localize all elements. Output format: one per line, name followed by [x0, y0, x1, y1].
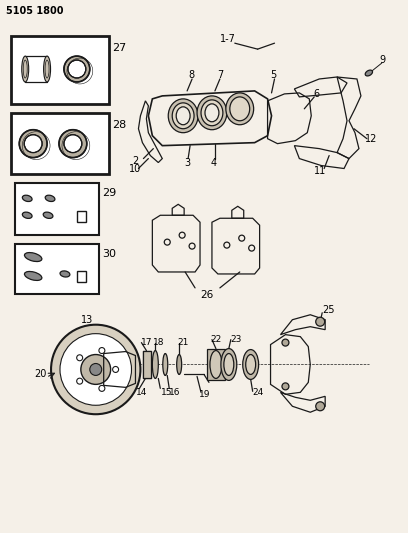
Ellipse shape [64, 135, 82, 152]
Text: 11: 11 [314, 166, 326, 175]
Ellipse shape [172, 103, 194, 129]
Text: 16: 16 [169, 388, 181, 397]
Ellipse shape [316, 402, 325, 411]
Ellipse shape [43, 212, 53, 219]
Text: 24: 24 [253, 388, 264, 397]
Ellipse shape [176, 107, 190, 125]
Ellipse shape [45, 195, 55, 201]
Ellipse shape [201, 100, 223, 126]
Text: 2: 2 [133, 156, 139, 166]
Text: 1-7: 1-7 [220, 34, 236, 44]
Text: 28: 28 [112, 120, 126, 130]
Ellipse shape [365, 70, 373, 76]
Ellipse shape [210, 351, 222, 378]
Ellipse shape [282, 383, 289, 390]
Text: 5105 1800: 5105 1800 [7, 6, 64, 17]
Text: 6: 6 [313, 89, 319, 99]
Bar [11, 36, 109, 104]
Text: 20: 20 [34, 369, 47, 379]
Bar [15, 183, 99, 235]
Ellipse shape [246, 354, 256, 375]
Ellipse shape [90, 364, 102, 375]
Text: 18: 18 [153, 338, 165, 347]
Ellipse shape [205, 104, 219, 122]
Ellipse shape [44, 56, 51, 82]
Text: 5: 5 [271, 70, 277, 80]
Text: 12: 12 [365, 134, 377, 144]
Ellipse shape [224, 353, 234, 375]
Ellipse shape [24, 135, 42, 152]
Text: 7: 7 [217, 70, 223, 80]
Ellipse shape [226, 93, 254, 125]
Bar [77, 211, 86, 222]
Ellipse shape [59, 130, 87, 158]
Text: 29: 29 [102, 188, 116, 198]
Ellipse shape [152, 351, 158, 378]
Ellipse shape [22, 56, 29, 82]
Text: 3: 3 [184, 158, 190, 167]
Bar [11, 113, 109, 174]
Text: 17: 17 [142, 338, 153, 347]
Ellipse shape [197, 96, 227, 130]
Ellipse shape [24, 271, 42, 280]
Text: 23: 23 [231, 335, 242, 344]
Ellipse shape [316, 317, 325, 326]
Text: 26: 26 [200, 290, 213, 300]
Bar [15, 244, 99, 294]
Text: 25: 25 [322, 305, 335, 315]
Ellipse shape [24, 253, 42, 262]
Text: 10: 10 [129, 164, 141, 174]
Ellipse shape [163, 353, 168, 375]
Text: 27: 27 [112, 43, 126, 53]
Text: 4: 4 [211, 158, 217, 167]
Text: 30: 30 [102, 249, 116, 259]
Ellipse shape [60, 271, 70, 277]
Ellipse shape [60, 334, 131, 405]
Ellipse shape [22, 195, 32, 201]
Text: 8: 8 [188, 70, 194, 80]
Text: 15: 15 [161, 388, 173, 397]
Ellipse shape [77, 355, 83, 361]
Polygon shape [207, 349, 225, 381]
Ellipse shape [22, 212, 32, 219]
Ellipse shape [282, 339, 289, 346]
Ellipse shape [221, 349, 237, 381]
Ellipse shape [99, 348, 105, 353]
Ellipse shape [68, 60, 86, 78]
Ellipse shape [243, 350, 259, 379]
Text: 19: 19 [199, 390, 211, 399]
Ellipse shape [19, 130, 47, 158]
Ellipse shape [77, 378, 83, 384]
Ellipse shape [230, 97, 250, 121]
Bar [77, 271, 86, 282]
Ellipse shape [99, 385, 105, 391]
Ellipse shape [81, 354, 111, 384]
Ellipse shape [113, 367, 119, 373]
Ellipse shape [64, 56, 90, 82]
Ellipse shape [177, 354, 182, 375]
Text: 22: 22 [210, 335, 221, 344]
Text: 13: 13 [81, 314, 93, 325]
Ellipse shape [51, 325, 140, 414]
Text: 21: 21 [177, 338, 188, 347]
Ellipse shape [168, 99, 198, 133]
Polygon shape [144, 351, 151, 378]
Text: 9: 9 [380, 55, 386, 65]
Text: 14: 14 [135, 388, 147, 397]
